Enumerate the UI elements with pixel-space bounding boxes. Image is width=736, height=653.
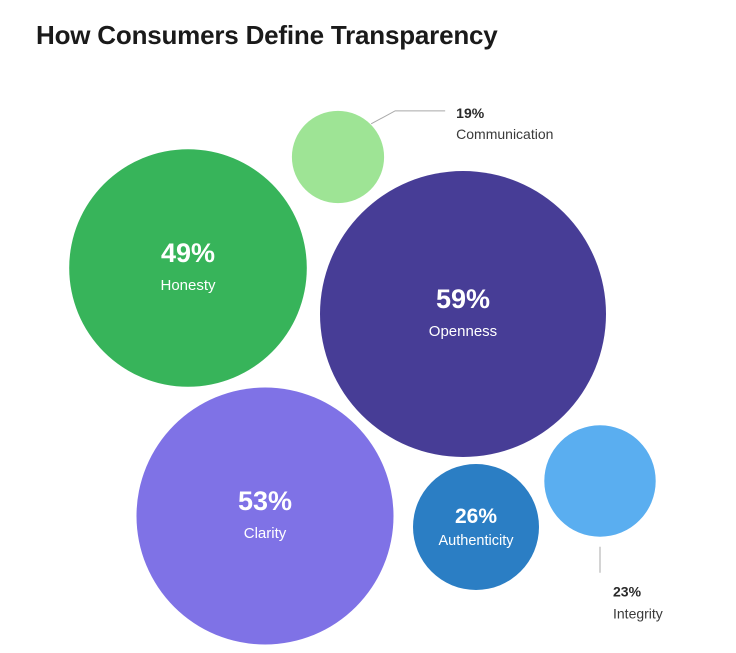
bubble-authenticity [413,464,539,590]
bubble-openness [320,171,606,457]
category-label-authenticity: Authenticity [439,533,515,549]
value-label-clarity: 53% [238,486,292,516]
bubble-communication [291,110,385,204]
bubble-integrity [544,425,656,537]
bubble-clarity [136,387,394,645]
category-label-clarity: Clarity [244,525,287,542]
value-label-integrity: 23% [613,584,642,600]
value-label-communication: 19% [456,105,485,121]
bubbles-group [69,110,656,645]
value-label-openness: 59% [436,284,490,314]
bubble-honesty [69,149,307,387]
leader-line-communication [370,110,446,125]
chart-title: How Consumers Define Transparency [36,20,498,50]
category-label-integrity: Integrity [613,606,663,622]
value-label-honesty: 49% [161,238,215,268]
value-label-authenticity: 26% [455,505,497,528]
category-label-honesty: Honesty [160,277,216,294]
category-label-openness: Openness [429,323,497,340]
category-label-communication: Communication [456,126,553,142]
labels-group: 59% Openness 53% Clarity 49% Honesty 26% Authen… [160,105,662,622]
